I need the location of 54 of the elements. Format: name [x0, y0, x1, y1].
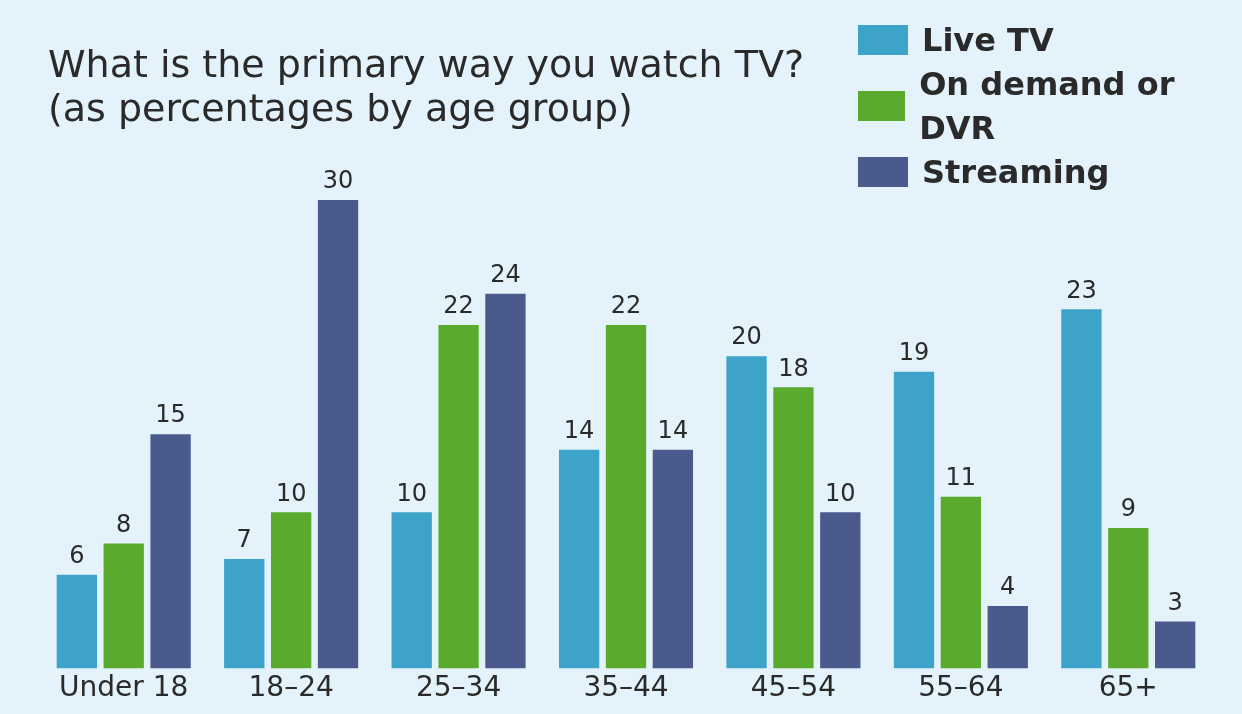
- x-tick-label: 65+: [1098, 670, 1158, 704]
- data-label: 4: [1000, 572, 1016, 601]
- bar: [1108, 527, 1149, 669]
- chart-title: What is the primary way you watch TV?: [48, 42, 805, 86]
- bar: [150, 434, 191, 669]
- bar: [317, 200, 359, 669]
- bar: [726, 356, 767, 669]
- bar: [485, 293, 526, 669]
- data-label: 7: [236, 525, 252, 554]
- data-label: 18: [778, 353, 809, 382]
- bar: [1061, 309, 1102, 669]
- data-label: 22: [443, 291, 474, 320]
- data-label: 9: [1120, 494, 1136, 523]
- legend-label: Streaming: [922, 152, 1110, 193]
- data-label: 14: [657, 416, 689, 445]
- bar: [558, 449, 600, 669]
- data-label: 23: [1066, 275, 1097, 304]
- data-label: 14: [563, 416, 595, 445]
- bar: [1155, 621, 1196, 669]
- bar: [605, 324, 647, 669]
- data-label: 24: [490, 259, 521, 288]
- legend-label: On demand or DVR: [919, 64, 1176, 149]
- data-label: 10: [396, 478, 427, 507]
- data-label: 20: [731, 322, 762, 351]
- bar: [56, 574, 97, 669]
- bar: [987, 605, 1028, 669]
- data-label: 22: [610, 291, 642, 320]
- bar: [652, 449, 694, 669]
- x-tick-label: 25–34: [415, 670, 502, 704]
- legend-label: Live TV: [922, 20, 1054, 61]
- data-label: 15: [155, 400, 186, 429]
- x-tick-label: 55–64: [918, 670, 1004, 704]
- x-tick-label: Under 18: [59, 670, 189, 704]
- data-label: 8: [116, 509, 132, 538]
- bar: [103, 543, 144, 669]
- bar: [391, 512, 432, 669]
- bar: [940, 496, 982, 669]
- bar: [224, 559, 265, 669]
- x-tick-label: 45–54: [750, 670, 837, 704]
- x-tick-label: 18–24: [248, 670, 334, 704]
- chart-subtitle: (as percentages by age group): [48, 86, 634, 130]
- bar: [820, 512, 861, 669]
- bar: [270, 512, 312, 669]
- data-label: 19: [898, 337, 930, 366]
- data-label: 10: [825, 478, 856, 507]
- data-label: 10: [275, 478, 307, 507]
- x-tick-label: 35–44: [583, 670, 669, 704]
- data-label: 6: [69, 540, 85, 569]
- data-label: 3: [1167, 587, 1183, 616]
- data-label: 30: [322, 166, 354, 195]
- bar: [893, 371, 935, 669]
- bar: [773, 387, 814, 669]
- bar: [438, 324, 479, 669]
- data-label: 11: [945, 462, 977, 491]
